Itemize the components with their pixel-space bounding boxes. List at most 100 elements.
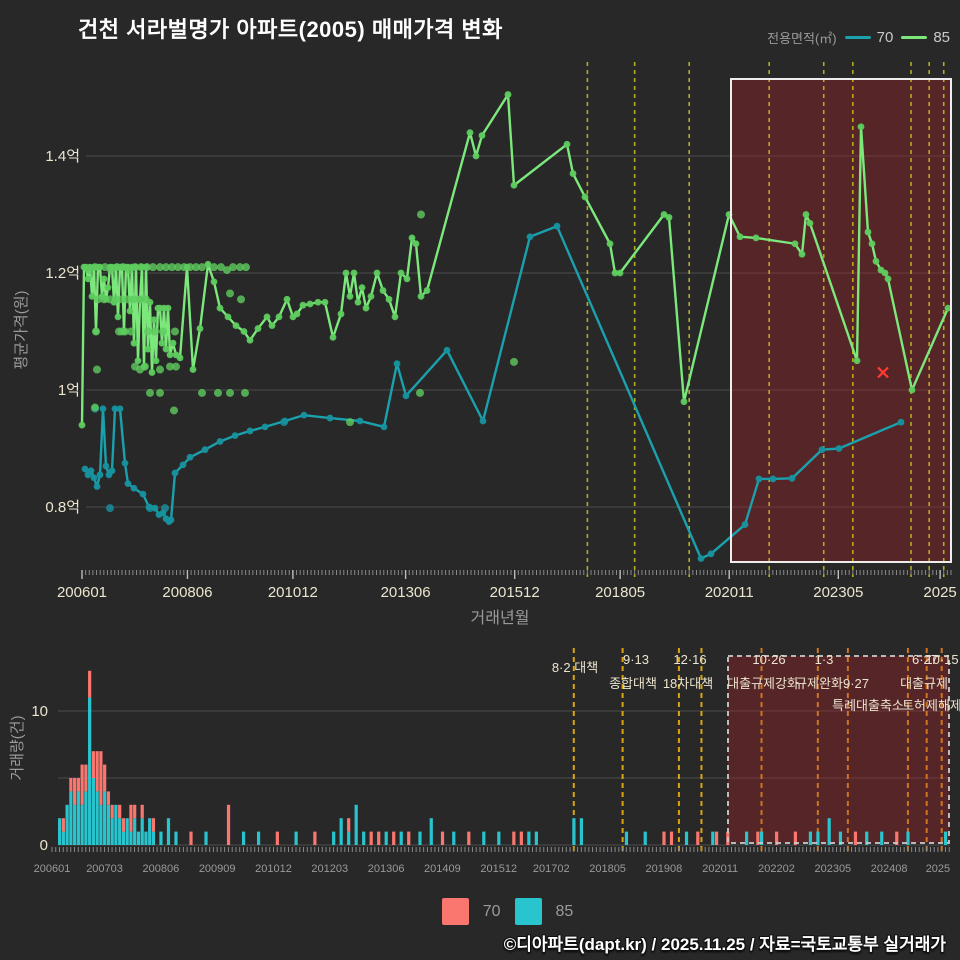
price-point-85[interactable] [240,328,248,335]
transaction-dot-85[interactable] [166,362,174,371]
transaction-dot-85[interactable] [106,295,114,304]
price-point-85[interactable] [397,269,405,277]
transaction-dot-85[interactable] [156,388,164,397]
bar-70[interactable] [73,778,77,805]
bar-85[interactable] [943,831,948,845]
price-point-70[interactable] [93,483,101,490]
price-point-85[interactable] [736,233,744,241]
bar-70[interactable] [129,804,133,832]
price-point-85[interactable] [853,357,861,365]
bar-85[interactable] [133,818,137,845]
bar-85[interactable] [808,831,813,845]
price-point-70[interactable] [261,423,269,431]
bar-85[interactable] [73,804,77,845]
bar-70[interactable] [775,831,779,845]
bar-85[interactable] [572,818,576,845]
transaction-dot-85[interactable] [118,295,126,304]
transaction-dot-85[interactable] [131,263,139,272]
transaction-dot-85[interactable] [214,388,222,397]
price-point-85[interactable] [275,313,283,321]
bar-70[interactable] [696,831,700,845]
bar-70[interactable] [103,764,107,792]
price-point-85[interactable] [563,140,571,148]
bar-70[interactable] [440,831,445,845]
price-point-70[interactable] [121,459,129,467]
transaction-dot-85[interactable] [241,388,249,397]
price-point-70[interactable] [697,555,705,562]
bar-85[interactable] [103,791,107,845]
bar-85[interactable] [99,804,103,845]
price-point-85[interactable] [791,240,799,248]
price-point-85[interactable] [868,240,876,248]
transaction-dot-85[interactable] [171,327,179,336]
bar-85[interactable] [482,831,486,845]
bar-70[interactable] [377,831,381,845]
price-point-85[interactable] [306,300,314,308]
bar-85[interactable] [114,804,118,845]
price-point-85[interactable] [130,339,138,347]
price-point-85[interactable] [385,295,393,303]
bar-85[interactable] [61,831,65,845]
bar-70[interactable] [95,751,99,792]
bar-85[interactable] [91,778,95,845]
transaction-dot-85[interactable] [146,388,154,397]
price-point-70[interactable] [111,405,119,413]
price-point-85[interactable] [189,366,197,373]
bar-85[interactable] [347,831,351,845]
transaction-dot-85[interactable] [85,266,93,275]
price-point-85[interactable] [391,313,399,321]
transaction-dot-70[interactable] [161,504,169,513]
price-point-70[interactable] [707,550,715,558]
transaction-dot-85[interactable] [107,266,115,275]
price-point-70[interactable] [87,467,95,475]
bar-85[interactable] [204,831,208,845]
bar-70[interactable] [392,831,396,845]
bar-70[interactable] [76,778,80,792]
price-point-85[interactable] [216,304,224,312]
transaction-dot-85[interactable] [180,263,188,272]
price-point-70[interactable] [201,446,209,454]
transaction-dot-85[interactable] [151,327,159,336]
price-point-85[interactable] [857,123,865,131]
transaction-dot-85[interactable] [223,266,231,275]
price-point-85[interactable] [379,287,387,294]
price-point-85[interactable] [466,129,474,137]
price-point-85[interactable] [884,275,892,283]
bar-85[interactable] [332,831,336,845]
transaction-dot-85[interactable] [192,263,200,272]
price-point-85[interactable] [104,284,112,292]
price-point-85[interactable] [944,304,952,312]
price-point-85[interactable] [611,269,619,277]
bar-85[interactable] [579,818,584,845]
bar-85[interactable] [159,831,163,845]
price-point-85[interactable] [114,313,122,321]
bar-85[interactable] [744,831,749,845]
bar-70[interactable] [133,804,137,819]
legend-item-70[interactable]: 70 [844,29,893,46]
price-point-85[interactable] [329,333,337,341]
transaction-dot-85[interactable] [346,418,354,427]
price-point-70[interactable] [167,516,175,524]
price-point-85[interactable] [152,357,160,365]
price-point-70[interactable] [755,475,763,483]
bar-70[interactable] [140,804,144,819]
bar-85[interactable] [106,804,111,845]
bar-70[interactable] [189,831,193,845]
bar-70[interactable] [275,831,279,845]
price-point-70[interactable] [402,392,410,400]
bar-85[interactable] [711,831,715,845]
price-point-70[interactable] [380,423,388,431]
transaction-dot-85[interactable] [226,388,234,397]
price-point-85[interactable] [798,250,806,258]
price-point-85[interactable] [150,316,158,324]
bar-85[interactable] [384,831,388,845]
price-point-70[interactable] [179,461,187,469]
transaction-dot-85[interactable] [121,327,129,336]
price-point-70[interactable] [90,474,98,482]
bar-70[interactable] [662,831,666,845]
bar-85[interactable] [140,818,144,845]
transaction-dot-85[interactable] [174,263,182,272]
price-point-85[interactable] [569,170,577,177]
bar-85[interactable] [838,831,843,845]
price-point-85[interactable] [752,234,760,242]
